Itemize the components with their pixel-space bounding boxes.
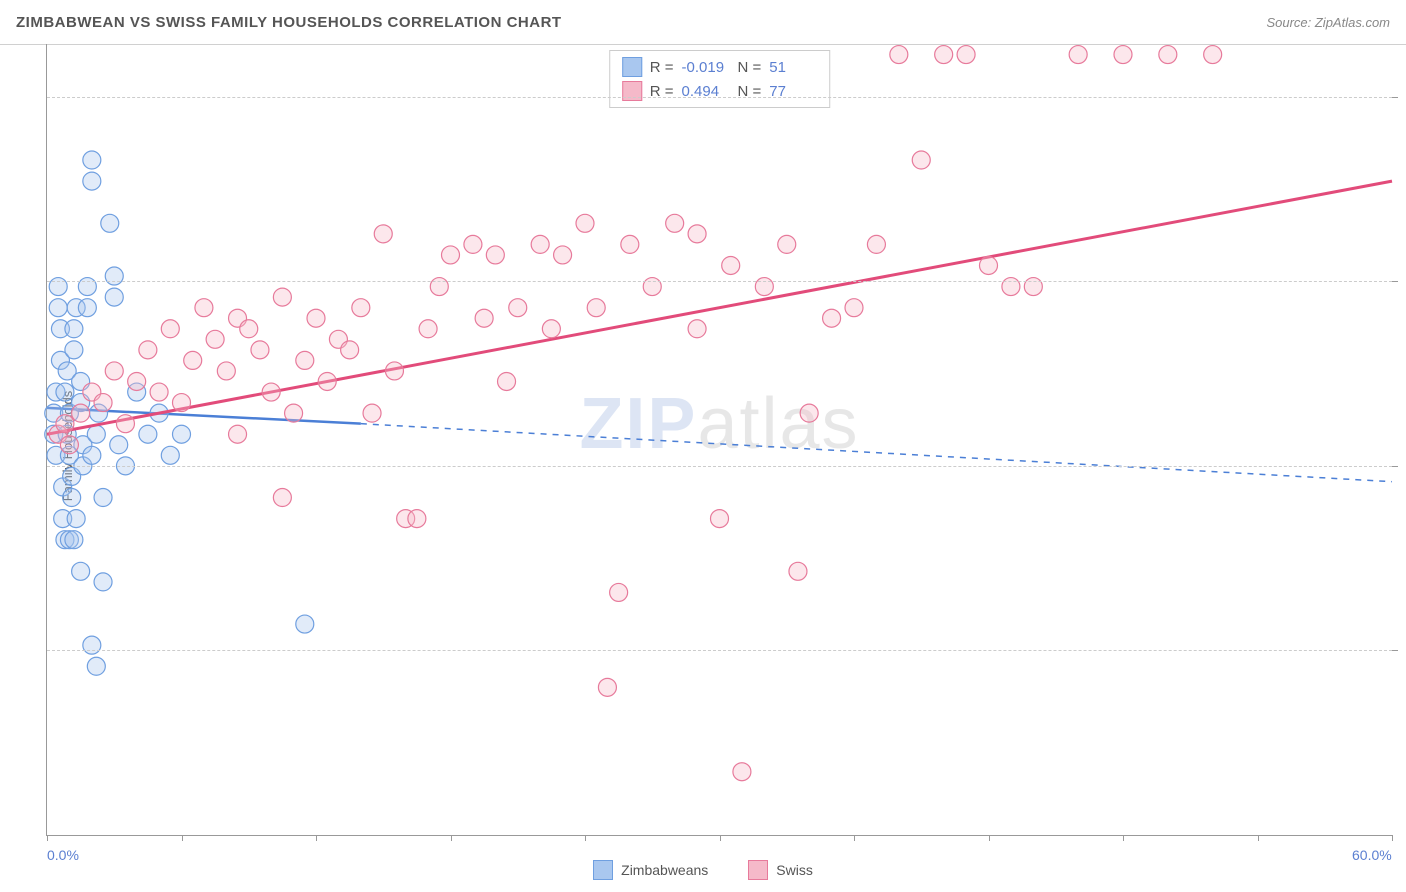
legend-item-swiss: Swiss <box>748 860 813 880</box>
legend-label-swiss: Swiss <box>776 862 813 878</box>
swatch-zimbabweans-icon <box>593 860 613 880</box>
chart-title: ZIMBABWEAN VS SWISS FAMILY HOUSEHOLDS CO… <box>16 14 562 31</box>
chart-container: ZIMBABWEAN VS SWISS FAMILY HOUSEHOLDS CO… <box>0 0 1406 892</box>
legend-label-zimbabweans: Zimbabweans <box>621 862 708 878</box>
header: ZIMBABWEAN VS SWISS FAMILY HOUSEHOLDS CO… <box>0 0 1406 45</box>
swatch-swiss-icon <box>748 860 768 880</box>
legend-item-zimbabweans: Zimbabweans <box>593 860 708 880</box>
plot-svg <box>47 44 1392 835</box>
source-label: Source: ZipAtlas.com <box>1266 15 1390 30</box>
plot-area: ZIPatlas R = -0.019 N = 51 R = 0.494 N =… <box>46 44 1392 836</box>
bottom-legend: Zimbabweans Swiss <box>0 860 1406 880</box>
